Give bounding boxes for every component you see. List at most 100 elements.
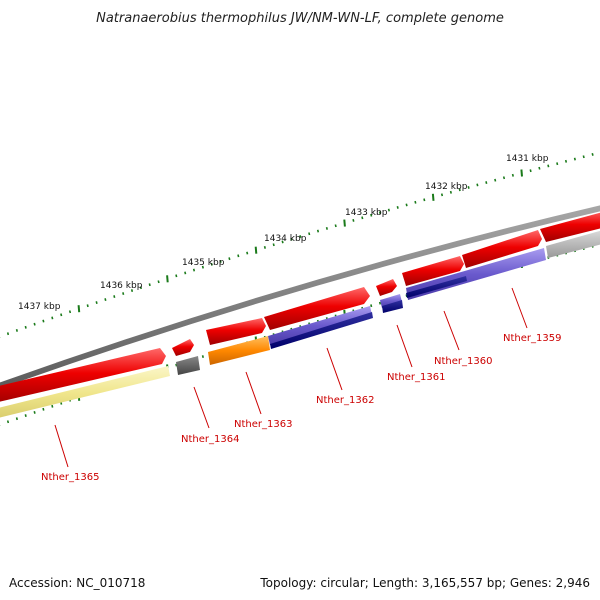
gene-band-purple [380, 294, 402, 308]
ruler-minor-tick [449, 190, 452, 194]
ruler-minor-tick [228, 257, 231, 261]
ruler-minor-tick [6, 332, 10, 336]
ruler-minor-tick [334, 224, 337, 228]
leader-line [54, 424, 69, 468]
gene-label: Nther_1359 [503, 333, 561, 344]
ruler-minor-tick [263, 246, 266, 249]
ruler-minor-tick [192, 268, 196, 272]
gene-band-purple [268, 306, 372, 345]
genome-backbone [0, 205, 600, 389]
ruler-minor-tick [42, 407, 45, 411]
ruler-minor-tick [361, 216, 364, 220]
leader-line [443, 310, 460, 351]
gene-arrow [540, 212, 600, 242]
ruler-minor-tick [51, 316, 54, 320]
ruler-minor-tick [370, 213, 373, 217]
gene-label: Nther_1361 [387, 372, 445, 383]
ruler-minor-tick [139, 286, 142, 290]
ruler-label: 1437 kbp [18, 302, 61, 312]
gene-label: Nther_1363 [234, 419, 292, 430]
ruler-minor-tick [290, 237, 293, 241]
leader-line [326, 347, 343, 391]
ruler-major-tick [254, 246, 258, 254]
ruler-minor-tick [24, 414, 27, 417]
gene-band-navy [382, 300, 403, 313]
gene-arrow [402, 256, 464, 286]
ruler-minor-tick [33, 411, 36, 414]
gene-arrow [264, 287, 370, 330]
gene-arrow [0, 348, 166, 402]
summary-text: Topology: circular; Length: 3,165,557 bp… [259, 576, 590, 590]
ruler-minor-tick [547, 164, 550, 168]
gene-arrow [206, 318, 266, 345]
gene-arrow [172, 339, 194, 356]
gene-label: Nther_1362 [316, 395, 374, 406]
gene-features [0, 212, 600, 418]
ruler-minor-tick [272, 243, 275, 247]
ruler-minor-tick [104, 298, 107, 301]
gene-band-navy [406, 276, 467, 298]
ruler-minor-tick [157, 280, 160, 284]
ruler-minor-tick [299, 235, 302, 238]
ruler-minor-tick [378, 211, 382, 215]
ruler-minor-tick [68, 310, 72, 314]
ruler-minor-tick [175, 363, 178, 367]
gene-arrow [462, 230, 542, 268]
ruler-minor-tick [308, 232, 311, 236]
ruler-minor-tick [6, 420, 10, 424]
ruler-minor-tick [476, 183, 479, 187]
ruler-minor-tick [564, 159, 568, 163]
leader-line [245, 371, 262, 415]
gene-band-navy [270, 312, 373, 349]
ruler-minor-tick [113, 295, 116, 298]
ruler-minor-tick [396, 206, 399, 209]
leader-line [193, 386, 210, 429]
ruler-minor-tick [246, 251, 249, 255]
ruler-minor-tick [538, 166, 541, 170]
ruler-minor-tick [325, 227, 328, 230]
ruler-minor-tick [316, 229, 320, 233]
leader-line [511, 287, 528, 329]
ruler-minor-tick [33, 322, 36, 326]
ruler-minor-tick [148, 283, 151, 287]
ruler-minor-tick [458, 188, 461, 192]
ruler-minor-tick [281, 240, 284, 244]
ruler-minor-tick [494, 178, 497, 182]
ruler-minor-tick [122, 292, 125, 295]
ruler-minor-tick [529, 169, 532, 173]
ruler-minor-tick [591, 153, 594, 156]
ruler-minor-tick [95, 301, 98, 304]
ruler-minor-tick [201, 265, 204, 269]
ruler-minor-tick [42, 319, 45, 323]
ruler-minor-tick [15, 417, 18, 421]
gene-band-lightgrey [546, 230, 600, 258]
ruler-minor-tick [60, 313, 63, 317]
ruler-label: 1433 kbp [345, 208, 388, 218]
ruler-minor-tick [414, 200, 417, 204]
ruler-label: 1436 kbp [100, 281, 143, 291]
ruler-minor-tick [175, 274, 178, 278]
ruler-minor-tick [237, 254, 240, 258]
ruler-minor-tick [86, 304, 89, 308]
ruler-minor-tick [423, 198, 426, 202]
ruler-label: 1431 kbp [506, 154, 549, 164]
accession-text: Accession: NC_010718 [9, 576, 145, 590]
ruler-minor-tick [387, 208, 390, 212]
gene-labels: Nther_1359 Nther_1360 Nther_1361 Nther_1… [41, 287, 561, 483]
ruler-major-tick [343, 219, 346, 227]
gene-arrow [376, 279, 397, 296]
ruler-minor-tick [201, 355, 204, 358]
ruler-minor-tick [378, 301, 382, 305]
ruler-major-tick [520, 169, 523, 177]
ruler-minor-tick [370, 304, 373, 308]
ruler-minor-tick [184, 271, 187, 275]
ruler-labels: 1431 kbp 1432 kbp 1433 kbp 1434 kbp 1435… [18, 154, 549, 312]
gene-band-yellow [0, 366, 170, 418]
ruler-minor-tick [485, 181, 488, 184]
gene-band-darkgrey [176, 356, 200, 375]
ruler-label: 1434 kbp [264, 234, 307, 244]
gene-label: Nther_1364 [181, 434, 239, 445]
ruler-minor-tick [582, 155, 585, 159]
ruler-label: 1432 kbp [425, 182, 468, 192]
